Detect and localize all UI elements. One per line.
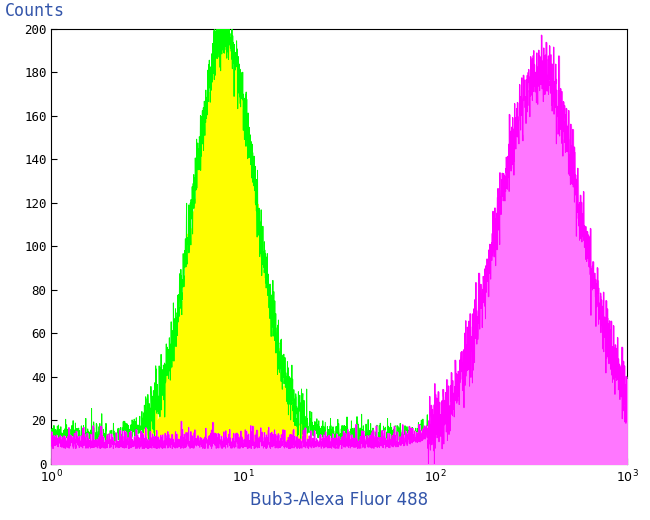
Y-axis label: Counts: Counts [5, 2, 66, 20]
X-axis label: Bub3-Alexa Fluor 488: Bub3-Alexa Fluor 488 [250, 491, 428, 509]
